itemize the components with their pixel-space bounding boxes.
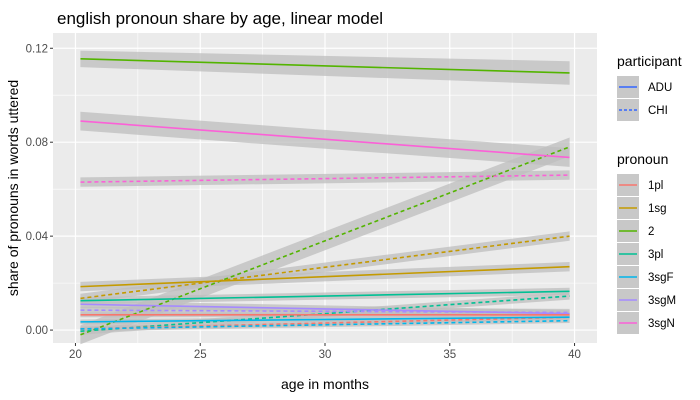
series-line-3sgF-ADU [80, 316, 570, 323]
legend-label-CHI: CHI [648, 105, 668, 117]
x-tick-label: 35 [443, 349, 456, 361]
legend-label-2: 2 [648, 226, 654, 238]
legend-label-1pl: 1pl [648, 180, 663, 192]
series-line-1sg-ADU [80, 265, 570, 288]
legend-label-3sgM: 3sgM [648, 295, 676, 307]
legend-label-ADU: ADU [648, 82, 672, 94]
series-line-3sgF-CHI [80, 319, 570, 330]
series-line-3sgN-CHI [80, 174, 570, 183]
legends: participant ADU CHI pronoun 1pl 1sg 2 3pl 3sgF 3s… [617, 53, 682, 334]
y-tick-label: 0.08 [26, 137, 48, 149]
x-tick-label: 30 [319, 349, 332, 361]
series-line-3sgN-ADU [80, 120, 570, 159]
x-tick-label: 40 [568, 349, 581, 361]
y-tick-label: 0.12 [26, 43, 48, 55]
series-line-3pl-CHI [80, 295, 570, 333]
y-axis-title: share of pronouns in words uttered [5, 80, 21, 296]
legend-title-participant: participant [617, 53, 682, 69]
y-tick-label: 0.04 [26, 231, 49, 243]
series-line-2-ADU [80, 58, 570, 74]
series-line-2-CHI [80, 146, 570, 336]
legend-label-3sgF: 3sgF [648, 272, 674, 284]
legend-key-CHI [617, 99, 639, 121]
series-lines [80, 58, 570, 336]
legend-label-3pl: 3pl [648, 249, 663, 261]
series-line-3sgM-CHI [80, 309, 570, 314]
legend-label-1sg: 1sg [648, 203, 667, 215]
y-tick-label: 0.00 [26, 325, 48, 337]
ci-ribbon-2-ADU [80, 50, 570, 85]
series-line-3pl-ADU [80, 290, 570, 302]
ci-ribbon-3sgN-CHI [80, 170, 570, 187]
x-tick-label: 25 [194, 349, 207, 361]
legend-label-3sgN: 3sgN [648, 318, 675, 330]
chart-title: english pronoun share by age, linear mod… [57, 9, 383, 28]
series-line-1pl-CHI [80, 316, 570, 330]
x-axis-ticks: 20 25 30 35 40 [69, 343, 581, 361]
x-tick-label: 20 [69, 349, 82, 361]
ci-ribbon-3sgF-CHI [80, 318, 570, 332]
legend-title-pronoun: pronoun [617, 151, 668, 167]
y-axis-ticks: 0.00 0.04 0.08 0.12 [26, 43, 53, 337]
x-axis-title: age in months [281, 376, 369, 392]
series-line-1sg-CHI [80, 235, 570, 300]
